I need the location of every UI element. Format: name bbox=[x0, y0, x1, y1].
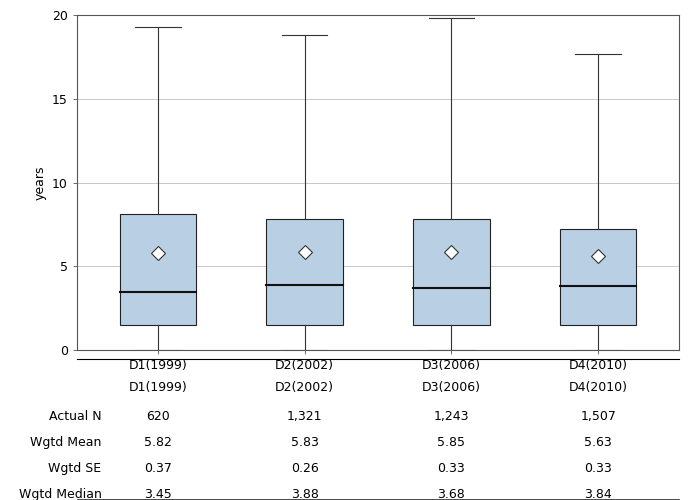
Text: 3.88: 3.88 bbox=[290, 488, 318, 500]
Text: Wgtd Median: Wgtd Median bbox=[19, 488, 102, 500]
Text: 5.63: 5.63 bbox=[584, 436, 612, 449]
Bar bbox=[120, 214, 196, 325]
Text: 3.84: 3.84 bbox=[584, 488, 612, 500]
Text: 5.83: 5.83 bbox=[290, 436, 318, 449]
Text: 3.68: 3.68 bbox=[438, 488, 466, 500]
Text: Actual N: Actual N bbox=[49, 410, 102, 423]
Text: Wgtd Mean: Wgtd Mean bbox=[30, 436, 101, 449]
Text: 5.85: 5.85 bbox=[438, 436, 466, 449]
Bar bbox=[413, 220, 489, 325]
Y-axis label: years: years bbox=[34, 165, 46, 200]
Text: 0.37: 0.37 bbox=[144, 462, 172, 475]
Text: D2(2002): D2(2002) bbox=[275, 381, 334, 394]
Bar bbox=[267, 220, 343, 325]
Text: D3(2006): D3(2006) bbox=[422, 381, 481, 394]
Text: 0.33: 0.33 bbox=[438, 462, 466, 475]
Text: 5.82: 5.82 bbox=[144, 436, 172, 449]
Text: D1(1999): D1(1999) bbox=[128, 381, 187, 394]
Bar bbox=[560, 230, 636, 325]
Text: 1,321: 1,321 bbox=[287, 410, 322, 423]
Text: 1,507: 1,507 bbox=[580, 410, 616, 423]
Text: 3.45: 3.45 bbox=[144, 488, 172, 500]
Text: 620: 620 bbox=[146, 410, 169, 423]
Text: Wgtd SE: Wgtd SE bbox=[48, 462, 102, 475]
Text: D4(2010): D4(2010) bbox=[568, 381, 628, 394]
Text: 1,243: 1,243 bbox=[434, 410, 469, 423]
Text: 0.33: 0.33 bbox=[584, 462, 612, 475]
Text: 0.26: 0.26 bbox=[290, 462, 318, 475]
